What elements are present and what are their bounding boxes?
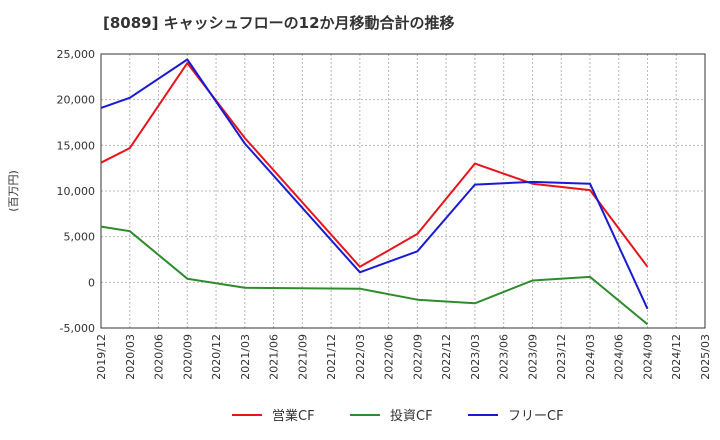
x-tick-label: 2023/03 [469, 334, 482, 380]
y-tick-label: -5,000 [60, 322, 95, 335]
y-axis-ticks: -5,000 0 5,000 10,000 15,000 20,000 25,000 [57, 48, 96, 335]
x-tick-label: 2022/03 [354, 334, 367, 380]
plot-frame [100, 53, 706, 329]
x-tick-label: 2024/12 [670, 334, 683, 380]
y-axis-label: (百万円) [7, 170, 20, 212]
x-tick-label: 2021/09 [296, 334, 309, 380]
y-tick-label: 0 [88, 276, 95, 289]
x-tick-label: 2021/03 [239, 334, 252, 380]
x-tick-label: 2024/09 [641, 334, 654, 380]
x-tick-label: 2023/06 [498, 334, 511, 380]
x-tick-label: 2021/06 [268, 334, 281, 380]
x-tick-label: 2025/03 [699, 334, 712, 380]
y-tick-label: 5,000 [64, 231, 96, 244]
x-tick-label: 2024/03 [584, 334, 597, 380]
x-tick-label: 2023/12 [555, 334, 568, 380]
series-lines [100, 58, 649, 326]
series-line-0 [100, 62, 649, 268]
y-tick-label: 25,000 [57, 48, 96, 61]
legend: 営業CF 投資CF フリーCF [232, 408, 564, 424]
x-tick-label: 2020/06 [153, 334, 166, 380]
x-tick-label: 2024/06 [613, 334, 626, 380]
x-tick-label: 2021/12 [325, 334, 338, 380]
y-tick-label: 20,000 [57, 94, 96, 107]
series-line-2 [100, 58, 649, 310]
x-tick-label: 2022/09 [411, 334, 424, 380]
legend-label-1: 投資CF [390, 408, 433, 424]
legend-label-0: 営業CF [272, 408, 315, 424]
x-axis-ticks: 2019/12 2020/03 2020/06 2020/09 2020/12 2021/… [95, 334, 712, 380]
chart-title: [8089] キャッシュフローの12か月移動合計の推移 [103, 14, 455, 32]
plot-border [100, 53, 706, 329]
x-tick-label: 2019/12 [95, 334, 108, 380]
y-tick-label: 10,000 [57, 185, 96, 198]
x-tick-label: 2020/03 [124, 334, 137, 380]
x-tick-label: 2022/06 [383, 334, 396, 380]
series-line-1 [100, 225, 649, 326]
x-tick-label: 2020/09 [181, 334, 194, 380]
x-tick-label: 2023/09 [526, 334, 539, 380]
legend-label-2: フリーCF [508, 409, 564, 424]
y-tick-label: 15,000 [57, 139, 96, 152]
x-tick-label: 2020/12 [210, 334, 223, 380]
x-tick-label: 2022/12 [440, 334, 453, 380]
